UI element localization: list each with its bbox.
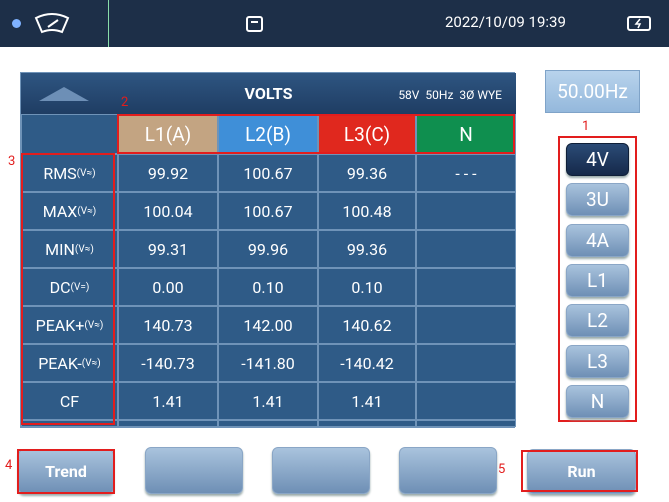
row-unit: (V≈): [77, 205, 97, 217]
divider: [108, 0, 109, 47]
table: VOLTS 58V 50Hz 3Ø WYE L1(A) L2(B) L3(C) N RM…: [20, 72, 516, 428]
value-cell: 140.62: [318, 306, 416, 344]
up-arrow[interactable]: [39, 85, 89, 103]
annotation: 3: [8, 154, 16, 169]
value-cell: 99.36: [318, 154, 416, 192]
value-cell: [416, 382, 516, 420]
value-cell: 99.96: [218, 230, 318, 268]
mode-button[interactable]: L3: [566, 344, 629, 378]
blank-button[interactable]: [145, 447, 243, 494]
value-cell: 99.36: [318, 230, 416, 268]
value-cell: [416, 268, 516, 306]
table-cell: [416, 420, 516, 427]
mode-button[interactable]: L1: [566, 263, 629, 297]
highlight-box: [521, 450, 638, 492]
row-label: PEAK- (V≈): [21, 344, 118, 382]
value-cell: 0.00: [118, 268, 218, 306]
value-cell: 100.48: [318, 192, 416, 230]
table-header: VOLTS 58V 50Hz 3Ø WYE: [21, 73, 516, 114]
row-unit: (V≈): [81, 357, 101, 369]
row-name: PEAK+: [35, 315, 85, 335]
value-cell: 0.10: [218, 268, 318, 306]
screenshot-icon[interactable]: [245, 14, 265, 34]
status-dot: [12, 19, 21, 28]
value-cell: 100.04: [118, 192, 218, 230]
table-cell: [218, 420, 318, 427]
table-info: 58V 50Hz 3Ø WYE: [398, 88, 502, 102]
value-cell: [416, 306, 516, 344]
annotation: 1: [582, 119, 590, 134]
row-unit: (V≈): [74, 243, 94, 255]
value-cell: 100.67: [218, 192, 318, 230]
highlight-box: [17, 449, 115, 494]
highlight-box: [21, 153, 115, 425]
row-name: DC: [49, 277, 71, 297]
mode-button[interactable]: 4A: [566, 223, 629, 257]
row-unit: (V≈): [76, 167, 96, 179]
row-name: MAX: [42, 201, 78, 221]
value-cell: 1.41: [218, 382, 318, 420]
column-header: L3(C): [318, 114, 416, 154]
table-cell: [118, 420, 218, 427]
table-cell: [318, 420, 416, 427]
value-cell: [416, 192, 516, 230]
row-unit: (V≈): [84, 319, 104, 331]
table-title: VOLTS: [244, 84, 293, 103]
value-cell: 100.67: [218, 154, 318, 192]
status-bar: 2022/10/09 19:39: [0, 0, 669, 47]
row-label: CF: [21, 382, 118, 420]
value-cell: -141.80: [218, 344, 318, 382]
value-cell: 140.73: [118, 306, 218, 344]
header-cell: [21, 114, 118, 154]
value-cell: [416, 230, 516, 268]
row-label: DC (V=): [21, 268, 118, 306]
annotation: 4: [5, 458, 13, 473]
annotation: 2: [121, 95, 129, 110]
row-name: CF: [59, 391, 80, 411]
mode-button[interactable]: 4V: [566, 143, 629, 176]
mode-button[interactable]: N: [566, 384, 629, 418]
value-cell: 1.41: [118, 382, 218, 420]
value-cell: 0.10: [318, 268, 416, 306]
value-cell: 1.41: [318, 382, 416, 420]
highlight-box: [558, 136, 637, 422]
row-label: MIN (V≈): [21, 230, 118, 268]
frequency-button[interactable]: 50.00Hz: [545, 70, 640, 113]
highlight-box: [117, 114, 515, 154]
value-cell: -140.42: [318, 344, 416, 382]
value-cell: 99.92: [118, 154, 218, 192]
logo-icon[interactable]: [32, 12, 72, 36]
battery-icon: [627, 16, 651, 31]
value-cell: 99.31: [118, 230, 218, 268]
value-cell: -140.73: [118, 344, 218, 382]
row-label: MAX (V≈): [21, 192, 118, 230]
value-cell: - - -: [416, 154, 516, 192]
row-name: MIN: [45, 239, 75, 259]
row-label: PEAK+ (V≈): [21, 306, 118, 344]
trend-button[interactable]: Trend: [18, 449, 114, 494]
datetime: 2022/10/09 19:39: [445, 13, 566, 31]
row-unit: (V=): [70, 281, 90, 293]
row-name: PEAK-: [38, 353, 82, 373]
value-cell: [416, 344, 516, 382]
mode-button[interactable]: L2: [566, 304, 629, 338]
blank-button[interactable]: [272, 447, 370, 494]
column-header: L1(A): [118, 114, 218, 154]
row-name: RMS: [43, 163, 77, 183]
run-button[interactable]: Run: [527, 449, 636, 494]
annotation: 5: [498, 462, 506, 477]
value-cell: 142.00: [218, 306, 318, 344]
blank-button[interactable]: [399, 447, 497, 494]
mode-button[interactable]: 3U: [566, 183, 629, 217]
